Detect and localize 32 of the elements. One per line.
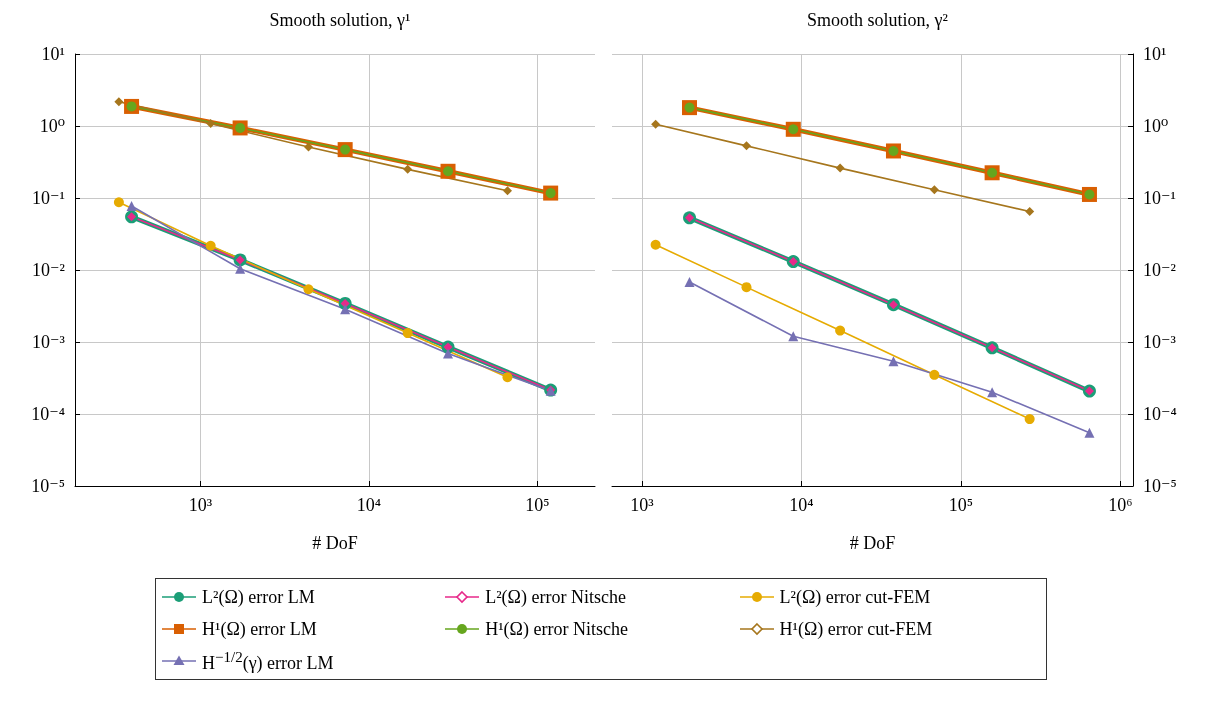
y-tick-label: 10¹ <box>41 44 65 64</box>
x-axis-title: # DoF <box>849 533 896 553</box>
y-tick-label: 10⁻⁴ <box>31 404 65 424</box>
legend-label: L²(Ω) error Nitsche <box>485 586 626 608</box>
y-tick-label: 10⁻³ <box>32 332 66 352</box>
y-tick-label: 10⁰ <box>1143 116 1169 136</box>
y-tick-label: 10⁻² <box>32 260 65 280</box>
legend-label: L²(Ω) error LM <box>202 586 315 608</box>
y-tick-label: 10⁻⁵ <box>31 476 65 496</box>
y-tick-label: 10⁻¹ <box>1143 188 1176 208</box>
y-tick-label: 10⁰ <box>39 116 65 136</box>
y-tick-label: 10⁻² <box>1143 260 1176 280</box>
y-tick-label: 10⁻⁵ <box>1143 476 1177 496</box>
legend-label: H$^{−1/2}$(γ) error LM <box>202 648 334 674</box>
legend-label: H¹(Ω) error Nitsche <box>485 618 628 640</box>
y-tick-label: 10¹ <box>1143 44 1167 64</box>
legend-label: H¹(Ω) error LM <box>202 618 317 640</box>
y-tick-label: 10⁻¹ <box>32 188 65 208</box>
chart-title: Smooth solution, γ² <box>807 10 948 30</box>
x-tick-label: 10⁴ <box>356 495 382 515</box>
legend-label: H¹(Ω) error cut-FEM <box>779 618 933 640</box>
x-tick-label: 10⁴ <box>789 495 814 515</box>
x-tick-label: 10³ <box>188 495 213 515</box>
x-tick-label: 10³ <box>630 495 655 515</box>
x-axis-title: # DoF <box>312 533 358 553</box>
x-tick-label: 10⁵ <box>525 495 550 515</box>
chart-title: Smooth solution, γ¹ <box>269 10 411 30</box>
legend-label: L²(Ω) error cut-FEM <box>779 586 931 608</box>
y-tick-label: 10⁻⁴ <box>1143 404 1177 424</box>
x-tick-label: 10⁶ <box>1108 495 1133 515</box>
y-tick-label: 10⁻³ <box>1143 332 1177 352</box>
x-tick-label: 10⁵ <box>948 495 973 515</box>
